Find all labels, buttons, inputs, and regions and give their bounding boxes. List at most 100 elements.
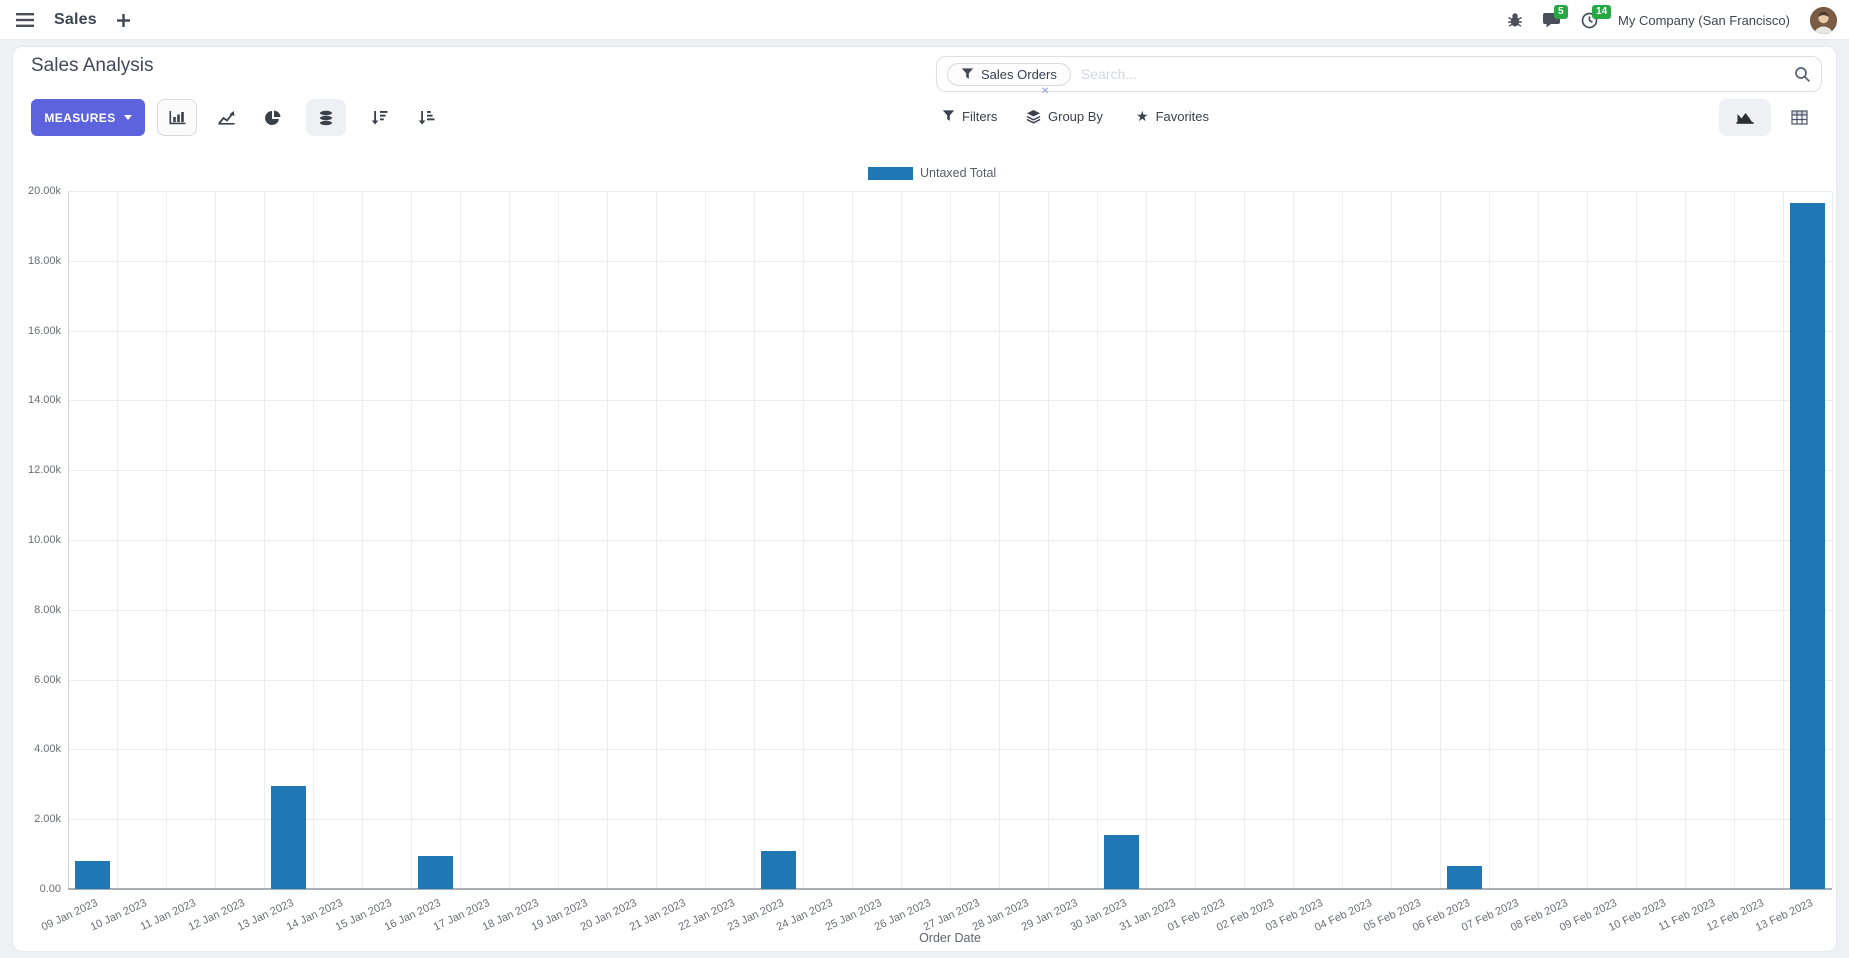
clock-icon	[1581, 12, 1598, 29]
y-tick-label: 16.00k	[27, 324, 61, 337]
gridline	[215, 191, 216, 889]
y-tick-label: 0.00	[39, 883, 61, 895]
layers-icon	[1026, 109, 1041, 124]
y-tick-label: 20.00k	[27, 185, 61, 197]
filters-button[interactable]: Filters	[942, 103, 997, 129]
activities-button[interactable]: 14	[1581, 4, 1612, 29]
line-chart-icon	[217, 111, 234, 125]
x-tick-label: 17 Jan 2023	[431, 897, 492, 934]
area-chart-icon	[1736, 113, 1754, 124]
pie-chart-view-button[interactable]	[253, 99, 293, 136]
x-tick-label: 29 Jan 2023	[1019, 897, 1080, 934]
gridline	[1783, 191, 1784, 889]
x-tick-label: 19 Jan 2023	[529, 897, 590, 934]
hamburger-menu-icon[interactable]	[16, 13, 34, 27]
sort-descending-button[interactable]	[359, 99, 399, 136]
x-tick-label: 07 Feb 2023	[1459, 897, 1521, 934]
gridline	[803, 191, 804, 889]
debug-bug-icon[interactable]	[1507, 12, 1523, 28]
x-tick-label: 10 Jan 2023	[88, 897, 149, 934]
y-tick-label: 2.00k	[34, 813, 61, 826]
plus-icon[interactable]	[116, 13, 130, 27]
x-tick-label: 02 Feb 2023	[1214, 897, 1276, 934]
gridline	[607, 191, 608, 889]
stacked-toggle-button[interactable]	[306, 99, 346, 136]
y-axis-line	[68, 191, 69, 889]
x-tick-label: 13 Feb 2023	[1753, 897, 1815, 934]
sort-descending-icon	[371, 111, 387, 125]
x-tick-label: 31 Jan 2023	[1117, 897, 1178, 934]
gridline	[1489, 191, 1490, 889]
line-chart-view-button[interactable]	[206, 99, 246, 136]
x-tick-label: 05 Feb 2023	[1361, 897, 1423, 934]
gridline	[68, 679, 1832, 681]
bar[interactable]	[1790, 203, 1825, 889]
gridline	[656, 191, 657, 889]
messages-count-badge: 5	[1554, 5, 1568, 19]
x-tick-label: 30 Jan 2023	[1068, 897, 1129, 934]
x-tick-label: 14 Jan 2023	[284, 897, 345, 934]
chart-legend[interactable]: Untaxed Total	[868, 166, 996, 180]
bar[interactable]	[761, 851, 796, 889]
company-name[interactable]: My Company (San Francisco)	[1618, 12, 1790, 28]
pivot-view-switch-button[interactable]	[1779, 99, 1819, 136]
search-icon[interactable]	[1794, 66, 1811, 83]
gridline	[460, 191, 461, 889]
x-tick-label: 15 Jan 2023	[333, 897, 394, 934]
x-axis-line	[68, 888, 1832, 890]
search-input[interactable]	[1080, 66, 1794, 82]
bar-chart-plot-area: 0.00 2.00k 4.00k 6.00k 8.00k 10.00k 12.00k 14.0…	[13, 47, 1838, 953]
x-axis-title: Order Date	[919, 931, 981, 945]
app-name[interactable]: Sales	[54, 11, 97, 28]
filter-funnel-icon	[961, 68, 974, 80]
bar[interactable]	[271, 786, 306, 889]
messages-button[interactable]: 5	[1543, 5, 1568, 28]
facet-close-icon[interactable]: ✕	[1041, 86, 1050, 97]
x-tick-label: 13 Jan 2023	[235, 897, 296, 934]
favorites-label: Favorites	[1155, 108, 1210, 124]
graph-view-switch-button[interactable]	[1719, 99, 1771, 136]
bar[interactable]	[1447, 866, 1482, 889]
bar-chart-view-button[interactable]	[157, 99, 197, 136]
bar[interactable]	[1104, 835, 1139, 889]
gridline	[1440, 191, 1441, 889]
y-tick-label: 6.00k	[34, 673, 61, 686]
filter-funnel-icon	[942, 110, 955, 122]
gridline	[313, 191, 314, 889]
bar[interactable]	[75, 861, 110, 889]
search-bar[interactable]: Sales Orders	[936, 56, 1822, 92]
gridline	[754, 191, 755, 889]
x-tick-label: 12 Jan 2023	[186, 897, 247, 934]
search-facet-sales-orders[interactable]: Sales Orders	[947, 62, 1071, 86]
favorites-button[interactable]: ★ Favorites	[1136, 103, 1209, 129]
x-tick-label: 06 Feb 2023	[1410, 897, 1472, 934]
x-tick-label: 23 Jan 2023	[725, 897, 786, 934]
bar-chart-icon	[169, 111, 185, 125]
content-card: Sales Analysis Sales Orders ✕ MEASURES	[12, 46, 1837, 952]
sort-ascending-button[interactable]	[406, 99, 446, 136]
y-tick-label: 4.00k	[34, 743, 61, 756]
gridline	[999, 191, 1000, 889]
gridline	[901, 191, 902, 889]
x-tick-label: 04 Feb 2023	[1312, 897, 1374, 934]
group-by-button[interactable]: Group By	[1026, 103, 1103, 129]
chevron-down-icon	[123, 115, 132, 120]
gridline	[68, 540, 1832, 541]
page-title: Sales Analysis	[31, 55, 154, 76]
gridline	[1734, 191, 1735, 889]
search-facet-label: Sales Orders	[981, 66, 1057, 82]
bar[interactable]	[418, 856, 453, 889]
y-tick-label: 12.00k	[27, 464, 61, 477]
measures-button[interactable]: MEASURES	[31, 99, 145, 136]
top-navbar: Sales 5 14 My Company (San Franci	[0, 0, 1849, 40]
gridline	[264, 191, 265, 889]
x-tick-label: 03 Feb 2023	[1263, 897, 1325, 934]
y-tick-label: 18.00k	[27, 254, 61, 267]
gridline	[1146, 191, 1147, 889]
x-tick-label: 22 Jan 2023	[676, 897, 737, 934]
x-tick-label: 24 Jan 2023	[774, 897, 835, 934]
avatar[interactable]	[1810, 6, 1837, 34]
gridline	[509, 191, 510, 889]
gridline	[68, 609, 1832, 611]
x-tick-label: 11 Jan 2023	[138, 897, 198, 934]
